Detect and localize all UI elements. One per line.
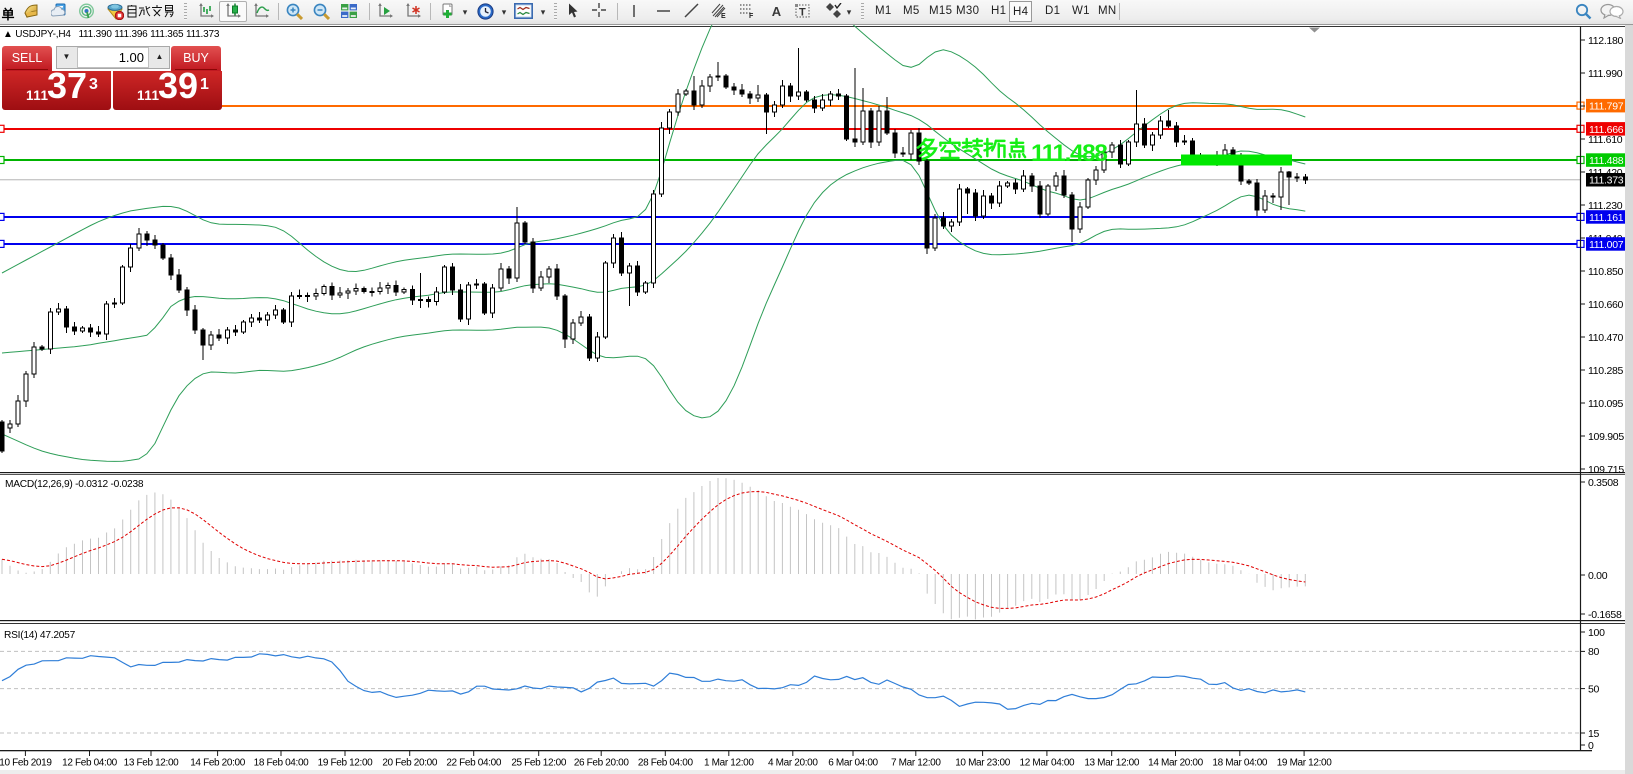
svg-text:111.488: 111.488 [1031,140,1107,167]
svg-text:80: 80 [1588,646,1600,658]
svg-text:22 Feb 04:00: 22 Feb 04:00 [446,758,502,769]
svg-text:111.990: 111.990 [1588,68,1623,80]
svg-text:13 Feb 12:00: 13 Feb 12:00 [124,758,180,769]
svg-text:111.797: 111.797 [1589,101,1624,113]
svg-text:14 Feb 20:00: 14 Feb 20:00 [190,758,246,769]
svg-text:T: T [799,7,806,19]
svg-text:20 Feb 20:00: 20 Feb 20:00 [382,758,438,769]
svg-text:110.660: 110.660 [1588,299,1624,311]
svg-text:109.905: 109.905 [1588,431,1624,443]
svg-text:4 Mar 20:00: 4 Mar 20:00 [768,758,818,769]
svg-text:13 Mar 12:00: 13 Mar 12:00 [1084,758,1140,769]
svg-text:26 Feb 20:00: 26 Feb 20:00 [574,758,630,769]
svg-text:111.488: 111.488 [1589,155,1624,167]
svg-text:MACD(12,26,9) -0.0312 -0.0238: MACD(12,26,9) -0.0312 -0.0238 [5,479,144,490]
svg-text:14 Mar 20:00: 14 Mar 20:00 [1148,758,1204,769]
svg-text:19 Mar 12:00: 19 Mar 12:00 [1277,758,1333,769]
svg-text:109.715: 109.715 [1588,464,1624,476]
svg-text:112.180: 112.180 [1588,35,1624,47]
svg-text:-0.1658: -0.1658 [1588,609,1622,621]
svg-text:18 Mar 04:00: 18 Mar 04:00 [1212,758,1268,769]
svg-text:25 Feb 12:00: 25 Feb 12:00 [511,758,567,769]
svg-text:10 Mar 23:00: 10 Mar 23:00 [955,758,1011,769]
svg-text:111.666: 111.666 [1589,124,1624,136]
svg-text:RSI(14) 47.2057: RSI(14) 47.2057 [4,630,76,641]
svg-text:7 Mar 12:00: 7 Mar 12:00 [891,758,941,769]
svg-text:0: 0 [1588,740,1594,752]
svg-text:15: 15 [1588,728,1600,740]
svg-text:E: E [721,13,726,19]
svg-text:110.470: 110.470 [1588,332,1624,344]
svg-text:1 Mar 12:00: 1 Mar 12:00 [704,758,754,769]
svg-text:111.373: 111.373 [1589,175,1624,187]
svg-text:111.230: 111.230 [1588,200,1623,212]
svg-text:110.095: 110.095 [1588,398,1624,410]
svg-text:100: 100 [1588,627,1605,639]
svg-text:0.3508: 0.3508 [1588,477,1619,489]
svg-text:10 Feb 2019: 10 Feb 2019 [0,758,52,769]
svg-text:18 Feb 04:00: 18 Feb 04:00 [254,758,310,769]
svg-text:110.850: 110.850 [1588,266,1624,278]
svg-text:F: F [749,13,754,19]
svg-text:0.00: 0.00 [1588,570,1608,582]
svg-text:12 Feb 04:00: 12 Feb 04:00 [62,758,118,769]
svg-text:50: 50 [1588,683,1600,695]
svg-text:111.007: 111.007 [1589,239,1624,251]
svg-text:110.285: 110.285 [1588,365,1624,377]
svg-text:6 Mar 04:00: 6 Mar 04:00 [828,758,878,769]
svg-text:28 Feb 04:00: 28 Feb 04:00 [638,758,694,769]
svg-text:19 Feb 12:00: 19 Feb 12:00 [318,758,374,769]
svg-text:111.610: 111.610 [1588,134,1623,146]
svg-text:12 Mar 04:00: 12 Mar 04:00 [1020,758,1076,769]
svg-text:111.161: 111.161 [1589,212,1624,224]
